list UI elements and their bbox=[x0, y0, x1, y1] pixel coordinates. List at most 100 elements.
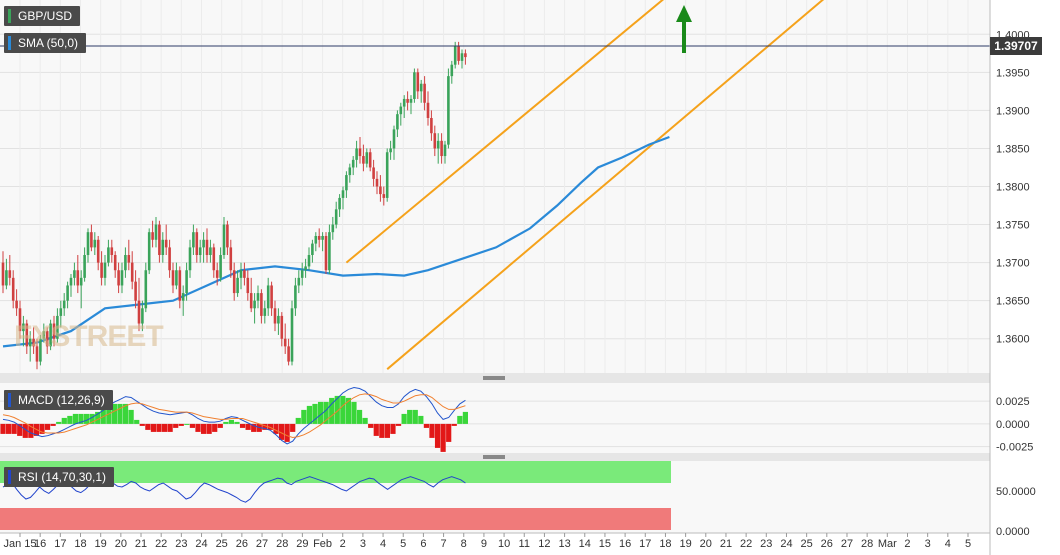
candle-body bbox=[59, 308, 63, 316]
candle-body bbox=[52, 323, 56, 339]
macd-histogram-bar bbox=[11, 423, 17, 434]
candle-body bbox=[423, 83, 426, 103]
x-tick-label: 2 bbox=[340, 538, 346, 550]
candle-body bbox=[433, 133, 437, 149]
candle-body bbox=[396, 114, 399, 130]
candle-body bbox=[117, 270, 120, 286]
candle-body bbox=[307, 255, 311, 267]
x-tick-label: 24 bbox=[195, 538, 207, 550]
candle-body bbox=[5, 270, 8, 286]
x-tick-label: 16 bbox=[619, 538, 631, 550]
candle-body bbox=[399, 106, 403, 115]
splitter-handle-1[interactable] bbox=[483, 376, 505, 380]
symbol-label[interactable]: GBP/USD bbox=[4, 6, 81, 26]
candle-body bbox=[164, 239, 168, 248]
rsi-indicator-label[interactable]: RSI (14,70,30,1) bbox=[4, 467, 115, 487]
candle-body bbox=[79, 277, 83, 286]
macd-histogram-bar bbox=[39, 423, 45, 434]
macd-histogram-bar bbox=[278, 423, 285, 440]
macd-histogram-bar bbox=[457, 415, 463, 424]
macd-histogram-bar bbox=[117, 403, 123, 424]
candle-body bbox=[389, 148, 392, 153]
macd-histogram-bar bbox=[161, 423, 168, 432]
candle-body bbox=[185, 270, 188, 294]
candle-body bbox=[175, 270, 178, 286]
candle-body bbox=[464, 53, 467, 58]
macd-histogram-bar bbox=[418, 415, 424, 424]
candle-body bbox=[314, 235, 318, 244]
x-tick-label: 27 bbox=[256, 538, 268, 550]
candle-body bbox=[368, 152, 372, 168]
macd-histogram-bar bbox=[379, 423, 385, 438]
x-tick-label: 27 bbox=[841, 538, 853, 550]
x-tick-label: 4 bbox=[380, 538, 386, 550]
price-tick-label: 1.3600 bbox=[996, 334, 1030, 346]
candle-body bbox=[35, 346, 39, 362]
x-tick-label: 20 bbox=[115, 538, 127, 550]
candle-body bbox=[215, 270, 219, 278]
candle-body bbox=[62, 300, 66, 309]
price-y-axis: 1.40001.39501.39001.38501.38001.37501.37… bbox=[996, 29, 1030, 345]
candle-body bbox=[270, 285, 273, 309]
candle-body bbox=[93, 239, 97, 248]
macd-indicator-label[interactable]: MACD (12,26,9) bbox=[4, 390, 113, 410]
macd-histogram-bar bbox=[173, 423, 179, 428]
sma-indicator-label[interactable]: SMA (50,0) bbox=[4, 33, 87, 53]
macd-histogram-bar bbox=[106, 405, 112, 424]
candle-body bbox=[287, 346, 290, 362]
splitter-handle-2[interactable] bbox=[483, 455, 505, 459]
macd-histogram-bar bbox=[189, 423, 196, 428]
up-arrow-icon bbox=[676, 5, 692, 53]
macd-histogram-bar bbox=[384, 423, 391, 438]
x-tick-label: 22 bbox=[740, 538, 752, 550]
macd-histogram-bar bbox=[178, 423, 184, 426]
candle-body bbox=[260, 293, 263, 316]
macd-histogram-bar bbox=[290, 423, 296, 432]
x-tick-label: 12 bbox=[538, 538, 550, 550]
candle-body bbox=[338, 197, 341, 210]
candle-body bbox=[239, 270, 243, 278]
x-tick-label: 9 bbox=[481, 538, 487, 550]
macd-histogram-bar bbox=[412, 409, 418, 424]
candle-body bbox=[73, 270, 76, 278]
candle-body bbox=[25, 323, 29, 347]
candle-body bbox=[385, 152, 389, 198]
candle-body bbox=[134, 281, 137, 301]
macd-histogram-bar bbox=[351, 401, 357, 424]
rsi-color-marker bbox=[8, 470, 11, 484]
candle-body bbox=[144, 270, 148, 309]
sma-50-line bbox=[2, 135, 670, 348]
macd-histogram-bar bbox=[373, 423, 379, 436]
candle-body bbox=[402, 98, 406, 107]
macd-histogram-bar bbox=[245, 423, 251, 430]
candle-body bbox=[290, 308, 294, 362]
candle-body bbox=[409, 98, 413, 103]
macd-histogram-bar bbox=[50, 423, 56, 426]
candle-body bbox=[56, 315, 59, 339]
macd-histogram-bar bbox=[362, 417, 368, 424]
candle-body bbox=[76, 270, 80, 286]
candle-body bbox=[416, 72, 420, 92]
candle-body bbox=[358, 148, 362, 157]
macd-histogram-bar bbox=[223, 421, 229, 424]
macd-histogram-bar bbox=[273, 423, 279, 434]
price-tick-label: 1.3900 bbox=[996, 105, 1030, 117]
x-tick-label: 23 bbox=[175, 538, 187, 550]
macd-histogram-bar bbox=[345, 397, 352, 424]
candle-body bbox=[103, 262, 107, 278]
x-tick-label: 18 bbox=[74, 538, 86, 550]
x-tick-label: 5 bbox=[400, 538, 406, 550]
macd-histogram-bar bbox=[44, 423, 51, 430]
x-tick-label: 17 bbox=[639, 538, 651, 550]
x-tick-label: 19 bbox=[95, 538, 107, 550]
candle-body bbox=[236, 277, 239, 294]
candle-body bbox=[426, 102, 430, 118]
macd-histogram-bar bbox=[217, 423, 223, 428]
candle-body bbox=[382, 194, 386, 198]
x-tick-label: 25 bbox=[801, 538, 813, 550]
candle-body bbox=[311, 243, 314, 256]
candle-body bbox=[90, 232, 93, 248]
candle-body bbox=[365, 152, 369, 164]
candle-body bbox=[460, 53, 464, 61]
x-tick-label: 2 bbox=[904, 538, 910, 550]
